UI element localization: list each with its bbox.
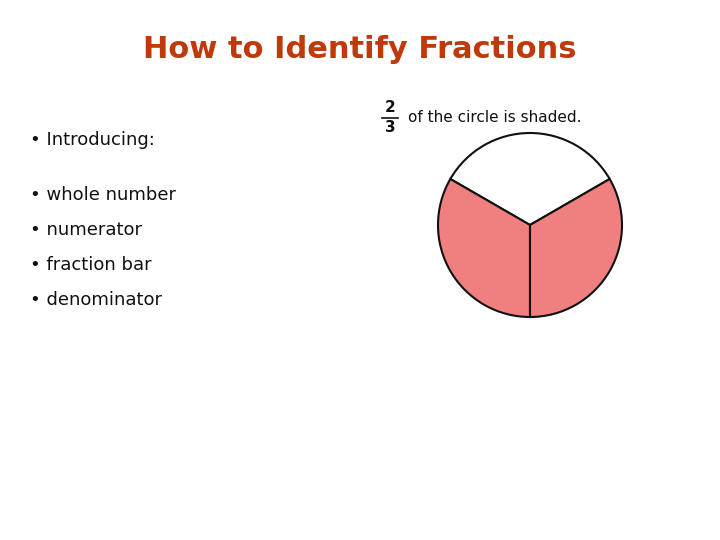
Text: • whole number: • whole number xyxy=(30,186,176,204)
Wedge shape xyxy=(438,179,530,317)
Text: • Introducing:: • Introducing: xyxy=(30,131,155,149)
Text: 3: 3 xyxy=(384,120,395,136)
Text: 2: 2 xyxy=(384,100,395,116)
Text: • fraction bar: • fraction bar xyxy=(30,256,152,274)
Wedge shape xyxy=(450,133,610,225)
Text: How to Identify Fractions: How to Identify Fractions xyxy=(143,36,577,64)
Text: of the circle is shaded.: of the circle is shaded. xyxy=(408,111,582,125)
Text: • denominator: • denominator xyxy=(30,291,162,309)
Wedge shape xyxy=(530,179,622,317)
Text: • numerator: • numerator xyxy=(30,221,142,239)
